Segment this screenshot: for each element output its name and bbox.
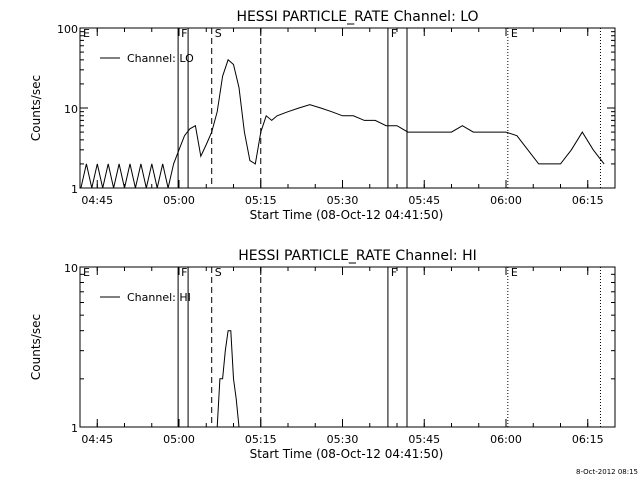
x-tick-label: 05:45 <box>408 433 440 446</box>
y-tick-label: 100 <box>57 23 78 36</box>
legend-label: Channel: HI <box>127 291 191 304</box>
series-line <box>80 58 605 189</box>
event-marker-label: F <box>181 266 187 279</box>
x-tick-label: 06:15 <box>572 194 604 207</box>
panel-lo: HESSI PARTICLE_RATE Channel: LO Start Tim… <box>29 9 616 222</box>
x-tick-label: 05:00 <box>163 433 195 446</box>
event-marker-label: F <box>181 27 187 40</box>
x-tick-label: 05:45 <box>408 194 440 207</box>
x-tick-label: 05:15 <box>245 433 277 446</box>
x-axis-label: Start Time (08-Oct-12 04:41:50) <box>250 208 444 222</box>
panel-hi: HESSI PARTICLE_RATE Channel: HI Start Tim… <box>29 248 616 461</box>
x-tick-label: 06:00 <box>490 194 522 207</box>
event-marker-label: S <box>215 266 222 279</box>
y-tick-label: 10 <box>64 103 78 116</box>
event-marker-label: E <box>83 27 90 40</box>
chart-title: HESSI PARTICLE_RATE Channel: LO <box>236 9 478 25</box>
chart-title: HESSI PARTICLE_RATE Channel: HI <box>238 248 476 264</box>
x-tick-label: 05:00 <box>163 194 195 207</box>
y-axis-label: Counts/sec <box>29 314 43 380</box>
x-tick-label: 05:30 <box>327 194 359 207</box>
x-tick-label: 04:45 <box>81 433 113 446</box>
y-tick-label: 10 <box>64 262 78 275</box>
y-tick-label: 1 <box>71 422 78 435</box>
x-tick-label: 05:30 <box>327 433 359 446</box>
event-marker-label: S <box>215 27 222 40</box>
x-tick-label: 06:15 <box>572 433 604 446</box>
event-marker-label: F <box>391 266 397 279</box>
x-tick-label: 05:15 <box>245 194 277 207</box>
event-marker-label: F <box>391 27 397 40</box>
x-axis-label: Start Time (08-Oct-12 04:41:50) <box>250 447 444 461</box>
event-marker-label: E <box>83 266 90 279</box>
footer-stamp: 8-Oct-2012 08:15 <box>576 468 638 476</box>
event-marker-label: E <box>511 266 518 279</box>
y-tick-label: 1 <box>71 183 78 196</box>
series-line <box>216 330 240 428</box>
y-axis-label: Counts/sec <box>29 75 43 141</box>
x-tick-label: 06:00 <box>490 433 522 446</box>
x-tick-label: 04:45 <box>81 194 113 207</box>
legend-label: Channel: LO <box>127 52 194 65</box>
event-marker-label: E <box>511 27 518 40</box>
